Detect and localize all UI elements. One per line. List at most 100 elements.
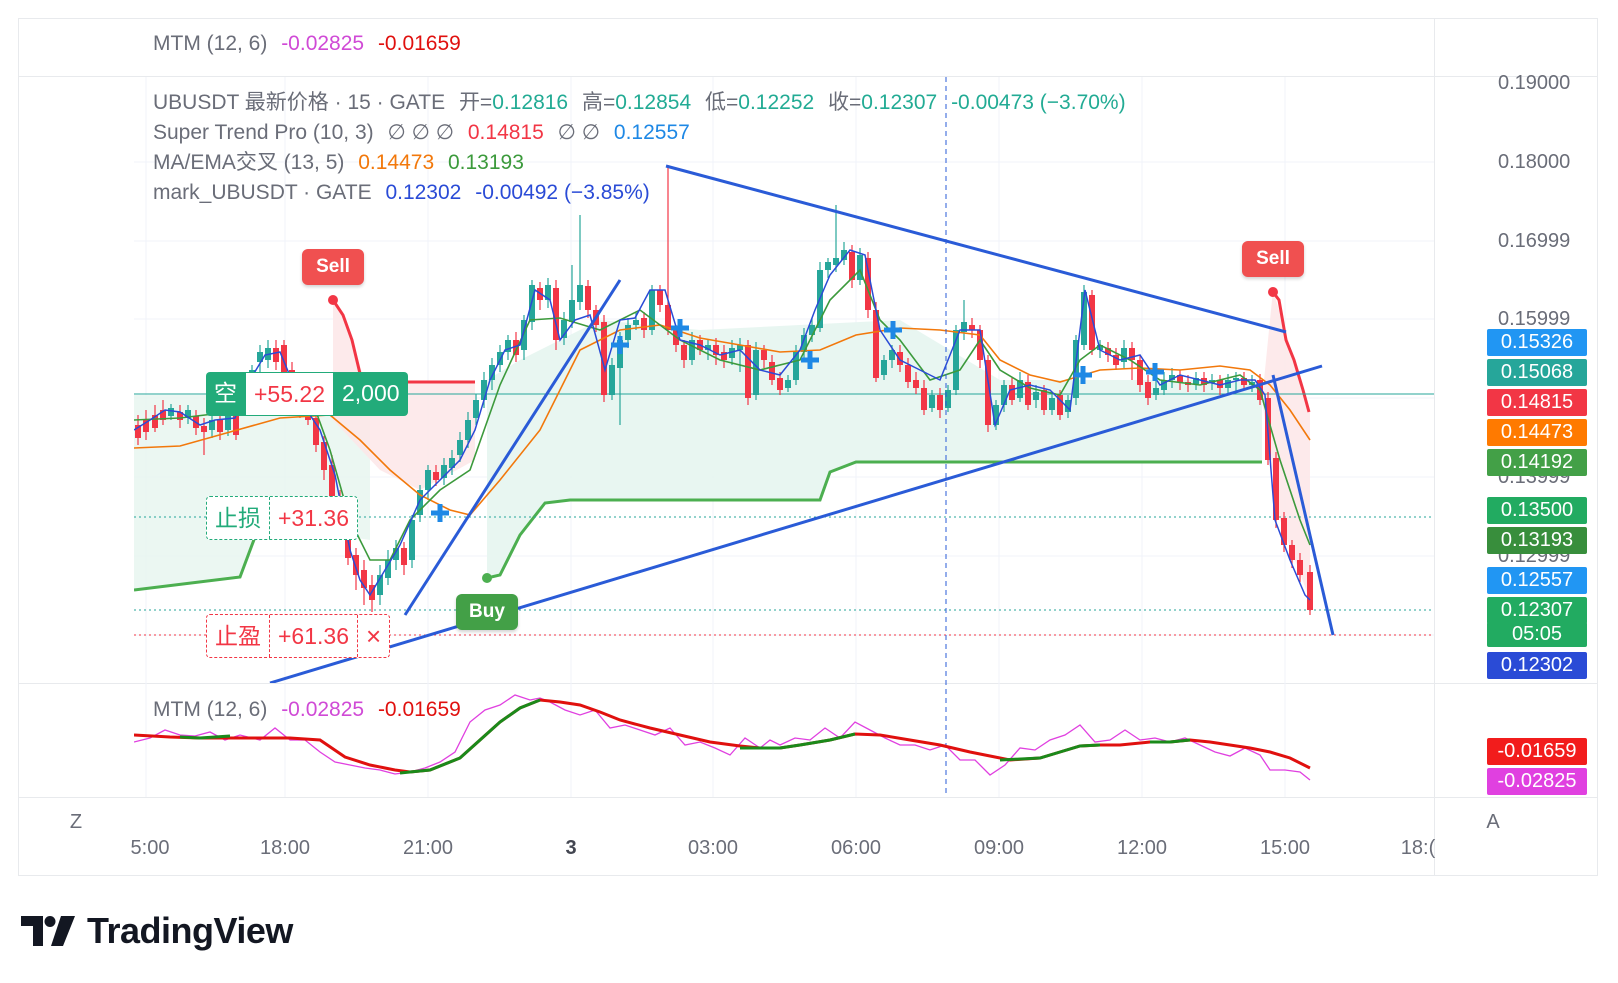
candle-body [135,425,141,438]
candle-body [329,465,335,500]
main-legend-ohlc[interactable]: UBUSDT 最新价格 · 15 · GATE 开=0.12816 高=0.12… [153,91,1134,115]
time-tick-7: 12:00 [1116,837,1168,859]
candle [209,415,215,438]
candle-body [545,285,551,300]
candle-body [953,330,959,390]
auto-scale-left-button[interactable]: Z [69,811,83,833]
countdown-badge: 05:05 [1487,622,1587,647]
mtm-signal-up-seg-3 [740,732,856,750]
candle-body [473,400,479,418]
mtm-value-2: -0.01659 [377,32,461,55]
candle-body [625,325,631,340]
candle [801,328,807,360]
candle-body [1177,375,1183,382]
stop-loss-label[interactable]: 止损 +31.36 [206,496,358,540]
buy-signal: Buy [456,594,518,630]
price-badge-2: 0.14815 [1487,389,1587,416]
candle-body [977,330,983,360]
price-badge-9: 0.12302 [1487,652,1587,679]
supertrend-up-line-2 [486,460,1262,580]
tradingview-logo-icon [21,916,75,946]
candle-body [353,555,359,575]
candle [689,332,695,365]
candle-body [441,465,447,478]
candle-body [1033,392,1039,400]
candle-body [1081,292,1087,345]
candle [449,450,455,475]
candle-body [1145,382,1151,398]
ma-line [134,324,1311,516]
candle-body [168,408,174,416]
candle [881,355,887,380]
take-profit-label[interactable]: 止盈 +61.36 × [206,614,391,658]
mtm-pane-name: MTM (12, 6) [153,698,268,721]
candle-body [321,442,327,470]
candle-body [745,345,751,398]
open-label: 开= [458,91,493,114]
candle-body [897,352,903,365]
mtm-signal-up-seg-4 [999,743,1101,762]
candle [553,280,559,350]
candle [777,372,783,395]
price-badge-5: 0.13500 [1487,497,1587,524]
candle [921,380,927,415]
trendlines[interactable] [269,164,1335,683]
candle-body [769,362,775,380]
low-label: 低= [705,91,739,114]
candle-body [1241,378,1247,385]
candle-body [641,318,647,330]
candle [833,205,839,272]
tradingview-logo[interactable]: TradingView [21,910,293,952]
price-axis-separator [1434,18,1435,876]
supertrend-legend[interactable]: Super Trend Pro (10, 3) ∅ ∅ ∅ 0.14815 ∅ … [153,121,698,145]
candle [257,345,263,372]
candle [529,280,535,330]
close-position-icon[interactable]: × [366,621,382,651]
auto-scale-button[interactable]: A [1486,811,1500,833]
candle [993,400,999,430]
candle-body [1289,545,1295,560]
candle [569,265,575,328]
candle-body [425,470,431,490]
price-badge-4: 0.14192 [1487,449,1587,476]
candle-body [761,350,767,360]
candle-body [1137,360,1143,385]
mark-legend[interactable]: mark_UBUSDT · GATE 0.12302 -0.00492 (−3.… [153,181,658,205]
candle [985,355,991,432]
mtm-pane-legend[interactable]: MTM (12, 6) -0.02825 -0.01659 [153,698,469,722]
candle [953,325,959,395]
supertrend-fill-up-2 [487,320,1262,578]
top-mtm-legend[interactable]: MTM (12, 6) -0.02825 -0.01659 [153,32,469,56]
candle-body [217,420,223,432]
ma-legend[interactable]: MA/EMA交叉 (13, 5) 0.14473 0.13193 [153,151,532,175]
candle-body [1113,355,1119,365]
candle [545,278,551,308]
time-axis-separator [18,797,1598,798]
position-label[interactable]: 空 +55.22 2,000 [206,372,408,416]
candle-body [385,560,391,578]
close-value: 0.12307 [861,91,938,114]
candle-body [417,490,423,515]
mtm-signal-up-seg-5 [1150,738,1191,744]
open-value: 0.12816 [492,91,569,114]
candle [929,390,935,412]
time-tick-5: 06:00 [830,837,882,859]
price-badge-1: 0.15068 [1487,359,1587,386]
candle [1065,395,1071,418]
candle-body [929,395,935,408]
candle-body [1297,560,1303,575]
price-tick-3: 0.15999 [1498,308,1571,330]
candle [160,400,166,425]
candle-body [993,405,999,425]
candle-body [505,340,511,352]
candle [177,405,183,428]
candle-body [969,325,975,330]
candle-body [152,415,158,428]
ma-value-2: 0.13193 [447,151,524,174]
candle-body [809,325,815,335]
candle-body [457,440,463,455]
candle [905,358,911,388]
candle [561,312,567,345]
candle-body [1153,388,1159,395]
